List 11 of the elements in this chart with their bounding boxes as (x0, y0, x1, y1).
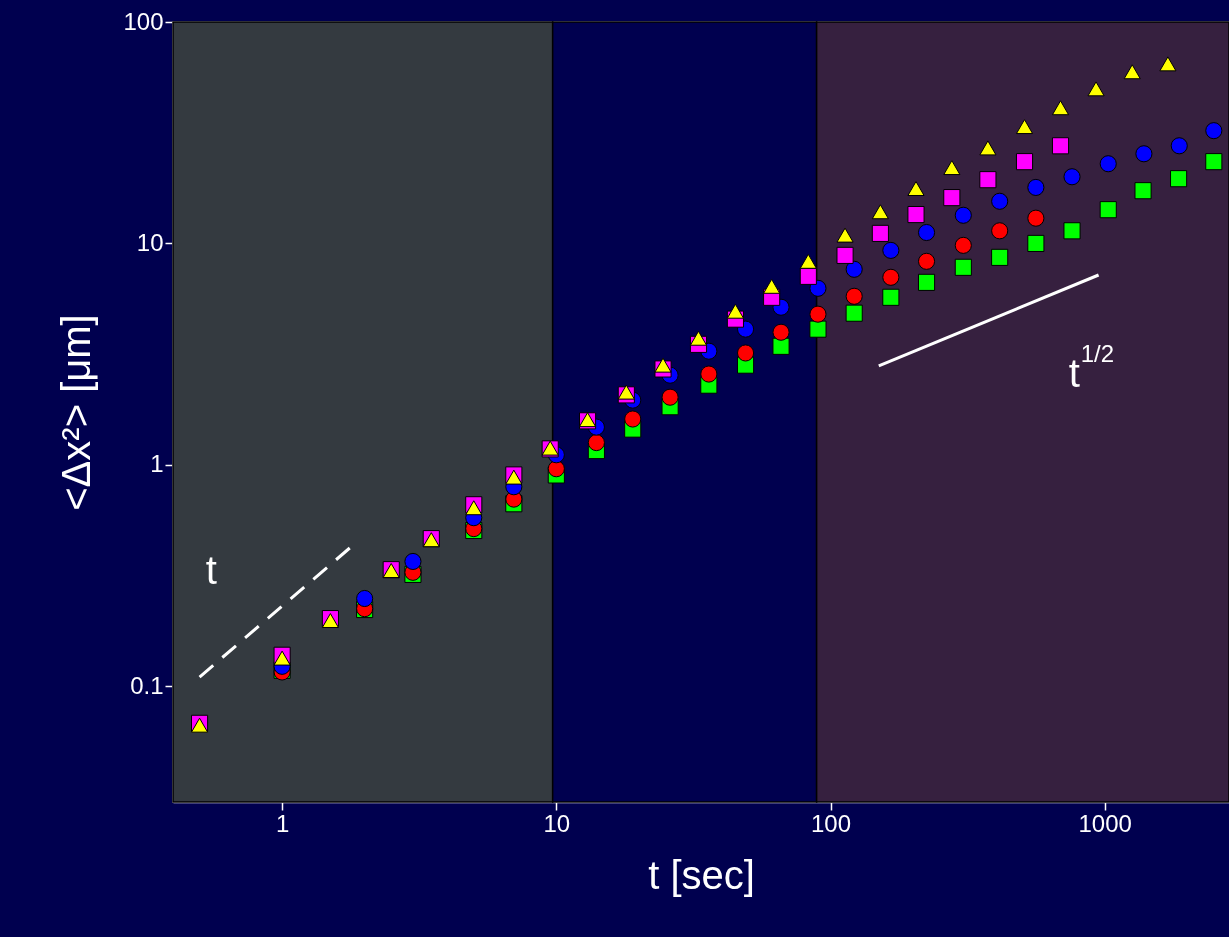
x-tick-label: 1000 (1078, 809, 1132, 837)
x-tick-label: 100 (810, 809, 852, 837)
x-tick-label: 1 (275, 809, 290, 837)
y-tick-label: 1 (150, 450, 164, 478)
x-tick-label: 10 (543, 809, 571, 837)
y-tick-label: 10 (136, 228, 164, 256)
series-label: t (205, 547, 217, 592)
y-axis-title: <Δx²> [μm] (54, 314, 99, 511)
y-tick-label: 0.1 (130, 671, 164, 699)
y-tick-label: 100 (123, 7, 164, 35)
x-axis-title: t [sec] (648, 852, 755, 897)
